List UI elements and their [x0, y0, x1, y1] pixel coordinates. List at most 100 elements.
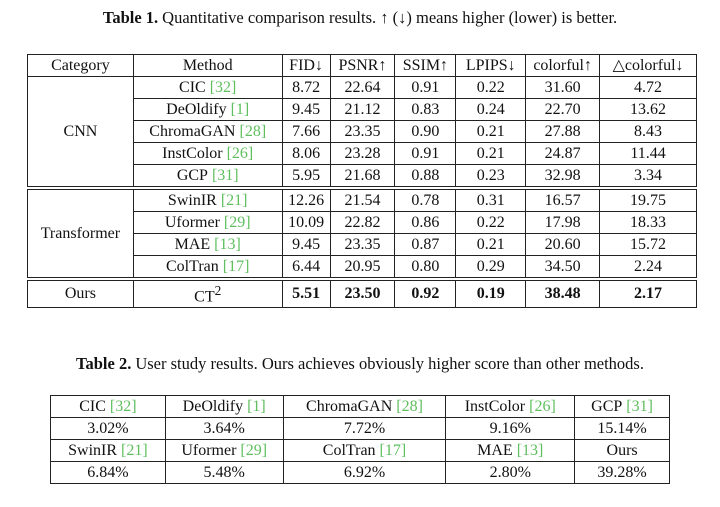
value-cell: 0.87: [394, 233, 457, 256]
value-cell: 10.09: [281, 211, 331, 234]
method-cell: ChromaGAN [28]: [132, 120, 283, 143]
method-cell: DeOldify [1]: [164, 395, 284, 418]
score-cell: 15.14%: [574, 417, 670, 440]
method-name: InstColor: [464, 397, 526, 415]
column-header: SSIM↑: [394, 54, 457, 77]
method-cell: ChromaGAN [28]: [282, 395, 447, 418]
category-cell: Transformer: [27, 186, 134, 280]
value-cell: 8.06: [281, 142, 331, 165]
score-cell: 5.48%: [164, 461, 284, 484]
value-cell: 0.29: [455, 255, 527, 280]
caption-label: Table 1.: [102, 8, 159, 27]
citation: [32]: [109, 397, 137, 415]
citation: [1]: [247, 397, 266, 415]
value-cell: 31.60: [525, 76, 601, 99]
column-header: FID↓: [281, 54, 331, 77]
value-cell: 11.44: [599, 142, 697, 165]
category-cell: CNN: [27, 76, 134, 189]
citation: [26]: [226, 144, 254, 162]
header-row: Category Method FID↓ PSNR↑ SSIM↑ LPIPS↓ colorf…: [27, 54, 697, 77]
method-cell: ColTran [17]: [282, 439, 447, 462]
value-cell: 20.60: [525, 233, 601, 256]
value-cell: 3.34: [599, 164, 697, 189]
value-cell: 0.22: [455, 76, 527, 99]
method-cell: DeOldify [1]: [132, 98, 283, 121]
citation: [1]: [230, 100, 250, 118]
data-row: CNN CIC [32] 8.72 22.64 0.91 0.22 31.60 4.72: [27, 76, 697, 189]
value-cell: 23.35: [329, 120, 396, 143]
value-cell: 0.83: [394, 98, 457, 121]
value-cell: 23.28: [329, 142, 396, 165]
value-cell: 15.72: [599, 233, 697, 256]
method-cell: InstColor [26]: [445, 395, 576, 418]
score-cell: 2.80%: [445, 461, 576, 484]
value-cell: 8.43: [599, 120, 697, 143]
method-name: SwinIR: [68, 441, 118, 459]
method-name: Uformer: [181, 441, 237, 459]
value-cell: 0.91: [394, 76, 457, 99]
method-name: InstColor: [162, 144, 223, 162]
citation: [28]: [239, 122, 267, 140]
citation: [31]: [211, 166, 239, 184]
value-cell: 0.19: [455, 277, 527, 309]
method-name: Uformer: [164, 213, 220, 231]
method-name: ChromaGAN: [306, 397, 393, 415]
method-name: SwinIR: [167, 191, 217, 209]
value-cell: 0.21: [455, 142, 527, 165]
value-cell: 0.22: [455, 211, 527, 234]
method-cell: SwinIR [21]: [132, 186, 283, 212]
method-name: Ours: [606, 441, 638, 459]
value-cell: 22.70: [525, 98, 601, 121]
value-cell: 2.24: [599, 255, 697, 280]
data-row: DeOldify [1] 9.45 21.12 0.83 0.24 22.70 13.62: [28, 98, 697, 121]
score-cell: 3.02%: [50, 417, 166, 440]
value-cell: 2.17: [599, 277, 697, 309]
value-cell: 0.80: [394, 255, 457, 280]
citation: [13]: [214, 235, 241, 253]
value-cell: 0.92: [394, 277, 457, 309]
score-cell: 7.72%: [282, 417, 447, 440]
citation: [21]: [220, 191, 248, 209]
method-cell: MAE [13]: [132, 233, 283, 256]
value-cell: 13.62: [599, 98, 697, 121]
column-header: △colorful↓: [599, 54, 697, 77]
method-cell: GCP [31]: [132, 164, 283, 189]
method-name: DeOldify: [182, 397, 244, 415]
value-cell: 9.45: [281, 98, 331, 121]
citation: [29]: [240, 441, 268, 459]
value-cell: 5.95: [281, 164, 331, 189]
column-header: colorful↑: [525, 54, 601, 77]
method-name: GCP: [176, 166, 208, 184]
data-row: GCP [31] 5.95 21.68 0.88 0.23 32.98 3.34: [28, 164, 697, 189]
column-header: LPIPS↓: [455, 54, 527, 77]
value-cell: 21.68: [329, 164, 396, 189]
method-cell: SwinIR [21]: [50, 439, 166, 462]
value-cell: 5.51: [281, 277, 331, 309]
score-cell: 9.16%: [445, 417, 576, 440]
ours-row: Ours CT2 5.51 23.50 0.92 0.19 38.48 2.17: [27, 277, 697, 309]
value-cell: 0.78: [394, 186, 457, 212]
method-cell: GCP [31]: [574, 395, 670, 418]
value-cell: 38.48: [525, 277, 601, 309]
method-name: DeOldify: [166, 100, 227, 118]
citation: [26]: [529, 397, 556, 415]
column-header: PSNR↑: [329, 54, 396, 77]
method-row: CIC [32] DeOldify [1] ChromaGAN [28] InstColor…: [50, 395, 670, 418]
table1: Category Method FID↓ PSNR↑ SSIM↑ LPIPS↓ colorf…: [27, 54, 697, 309]
value-cell: 0.21: [455, 120, 527, 143]
value-cell: 24.87: [525, 142, 601, 165]
value-cell: 9.45: [281, 233, 331, 256]
value-cell: 34.50: [525, 255, 601, 280]
value-cell: 27.88: [525, 120, 601, 143]
column-header: Category: [27, 54, 134, 77]
method-row: SwinIR [21] Uformer [29] ColTran [17] MAE [13] O…: [50, 439, 670, 462]
value-cell: 0.24: [455, 98, 527, 121]
value-cell: 7.66: [281, 120, 331, 143]
caption-text: User study results. Ours achieves obviou…: [135, 354, 644, 373]
citation: [32]: [209, 78, 237, 96]
method-cell: InstColor [26]: [132, 142, 283, 165]
method-cell: MAE [13]: [445, 439, 576, 462]
score-row: 6.84% 5.48% 6.92% 2.80% 39.28%: [50, 461, 670, 484]
value-cell: 17.98: [525, 211, 601, 234]
citation: [28]: [396, 397, 423, 415]
